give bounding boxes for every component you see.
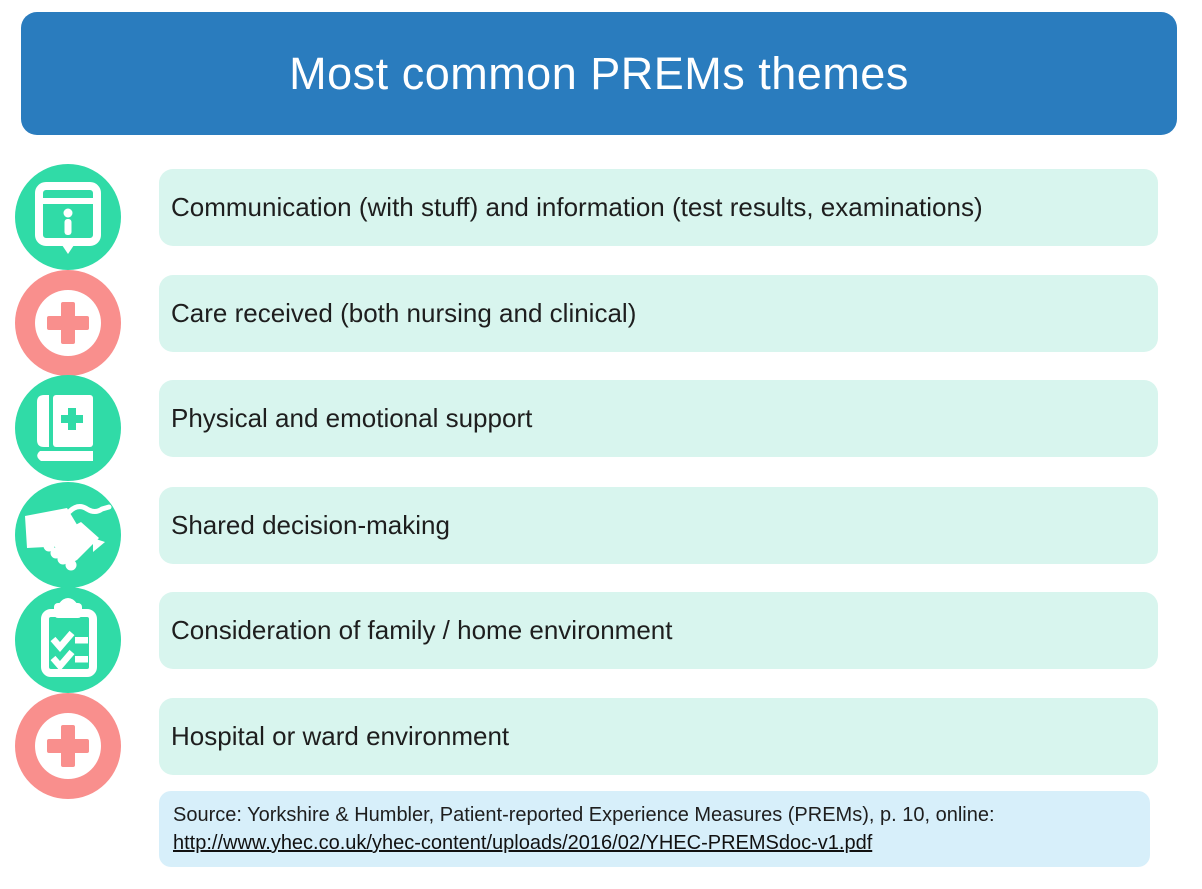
- info-book-icon: [15, 164, 121, 270]
- theme-row: Physical and emotional support: [159, 380, 1158, 457]
- theme-row: Care received (both nursing and clinical…: [159, 275, 1158, 352]
- theme-row-label: Care received (both nursing and clinical…: [171, 297, 637, 328]
- medical-cross-icon: [15, 270, 121, 376]
- theme-row: Hospital or ward environment: [159, 698, 1158, 775]
- theme-row: Consideration of family / home environme…: [159, 592, 1158, 669]
- source-text: Source: Yorkshire & Humbler, Patient-rep…: [173, 804, 995, 826]
- page-title: Most common PREMs themes: [289, 47, 909, 99]
- theme-row-label: Physical and emotional support: [171, 402, 533, 433]
- source-box: Source: Yorkshire & Humbler, Patient-rep…: [159, 791, 1150, 867]
- medical-cross-icon: [15, 693, 121, 799]
- medical-book-icon: [15, 375, 121, 481]
- theme-row-label: Hospital or ward environment: [171, 720, 510, 751]
- theme-row: Shared decision-making: [159, 487, 1158, 564]
- theme-row-label: Communication (with stuff) and informati…: [171, 191, 983, 222]
- theme-row-label: Shared decision-making: [171, 509, 450, 540]
- title-banner: Most common PREMs themes: [21, 12, 1177, 135]
- source-url-link[interactable]: http://www.yhec.co.uk/yhec-content/uploa…: [173, 832, 873, 854]
- handshake-icon: [15, 482, 121, 588]
- theme-row-label: Consideration of family / home environme…: [171, 614, 673, 645]
- checklist-clipboard-icon: [15, 587, 121, 693]
- theme-row: Communication (with stuff) and informati…: [159, 169, 1158, 246]
